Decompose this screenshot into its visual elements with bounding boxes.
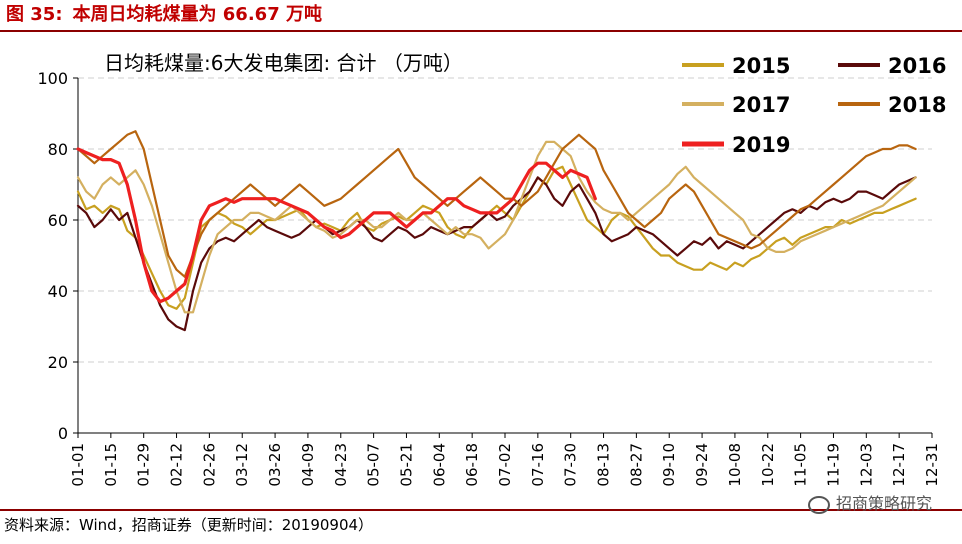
x-tick-label: 01-15 <box>102 443 120 487</box>
x-tick-label: 04-09 <box>299 443 317 487</box>
x-tick-label: 11-19 <box>824 443 842 487</box>
x-tick-label: 12-03 <box>857 443 875 487</box>
x-tick-label: 05-07 <box>365 443 383 487</box>
x-tick-label: 12-31 <box>923 443 941 487</box>
legend-label-2015: 2015 <box>732 54 790 78</box>
y-tick-label: 40 <box>48 282 68 301</box>
y-tick-label: 0 <box>58 424 68 443</box>
watermark-text: 招商策略研究 <box>835 494 932 513</box>
y-tick-label: 20 <box>48 353 68 372</box>
y-tick-label: 80 <box>48 140 68 159</box>
x-tick-label: 09-24 <box>693 443 711 487</box>
watermark: 招商策略研究 <box>807 490 932 514</box>
y-tick-label: 100 <box>37 69 68 88</box>
y-tick-label: 60 <box>48 211 68 230</box>
x-tick-label: 08-13 <box>595 443 613 487</box>
x-tick-label: 09-10 <box>660 443 678 487</box>
legend-label-2017: 2017 <box>732 93 790 117</box>
coal-consumption-chart: 0 20 40 60 80 100 01-01 01-15 01-29 02-12 02-26 03… <box>37 51 946 487</box>
gridlines <box>78 77 932 363</box>
x-tick-label: 07-30 <box>562 443 580 487</box>
series-line-2017 <box>76 140 917 314</box>
wechat-icon <box>807 495 830 514</box>
x-tick-label: 06-04 <box>430 443 448 487</box>
x-tick-label: 07-02 <box>496 443 514 487</box>
series-line-2018 <box>76 130 917 278</box>
x-tick-label: 06-18 <box>463 443 481 487</box>
x-tick-label: 10-22 <box>759 443 777 487</box>
x-tick-label: 04-23 <box>332 443 350 487</box>
x-tick-label: 12-17 <box>890 443 908 487</box>
figure-title: 本周日均耗煤量为 66.67 万吨 <box>72 4 322 25</box>
series-line-2016 <box>76 176 917 332</box>
x-axis: 01-01 01-15 01-29 02-12 02-26 03-12 03-26 04-09… <box>69 432 941 487</box>
legend: 2015 2016 2017 2018 2019 <box>682 54 946 157</box>
x-tick-label: 03-26 <box>266 443 284 487</box>
x-tick-label: 03-12 <box>233 443 251 487</box>
x-tick-label: 10-08 <box>726 443 744 487</box>
x-tick-label: 02-12 <box>168 443 186 487</box>
y-axis: 0 20 40 60 80 100 <box>37 69 79 443</box>
figure-number: 图 35: <box>6 4 63 25</box>
x-tick-label: 05-21 <box>397 443 415 487</box>
legend-label-2016: 2016 <box>888 54 946 78</box>
source-note: 资料来源：Wind，招商证券（更新时间：20190904） <box>4 516 374 534</box>
series-lines <box>76 130 917 332</box>
footer-rule <box>0 509 962 511</box>
figure-header: 图 35: 本周日均耗煤量为 66.67 万吨 <box>6 2 332 28</box>
series-line-2019 <box>76 147 597 304</box>
legend-label-2019: 2019 <box>732 133 790 157</box>
x-tick-label: 01-29 <box>135 443 153 487</box>
legend-label-2018: 2018 <box>888 93 946 117</box>
x-tick-label: 01-01 <box>69 443 87 487</box>
header-rule <box>0 30 962 32</box>
x-tick-label: 08-27 <box>627 443 645 487</box>
series-line-2015 <box>76 165 917 310</box>
chart-title: 日均耗煤量:6大发电集团: 合计 （万吨） <box>104 51 463 75</box>
x-tick-label: 07-16 <box>529 443 547 487</box>
x-tick-label: 11-05 <box>792 443 810 487</box>
x-tick-label: 02-26 <box>200 443 218 487</box>
